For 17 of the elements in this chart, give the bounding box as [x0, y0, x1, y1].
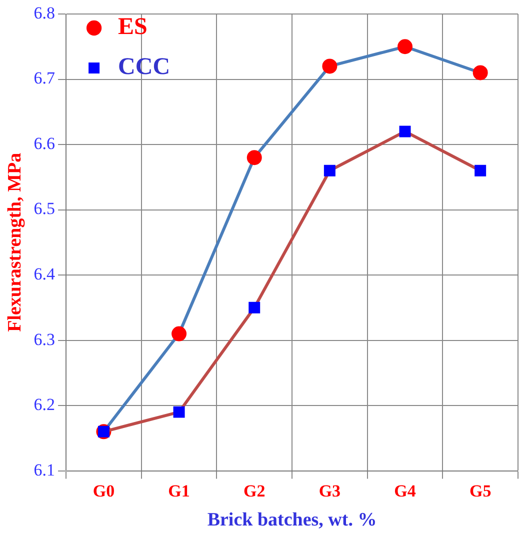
x-tick-label: G5	[469, 481, 492, 500]
x-tick-label: G0	[92, 481, 115, 500]
x-axis-title: Brick batches, wt. %	[207, 510, 377, 531]
y-tick-label: 6.3	[34, 330, 56, 349]
y-axis-title: Flexurastrength, MPa	[4, 152, 26, 332]
y-tick-label: 6.7	[34, 68, 56, 88]
y-tick-label: 6.1	[34, 460, 56, 480]
y-tick-label: 6.2	[34, 395, 56, 414]
legend-label: ES	[118, 14, 148, 40]
y-tick-label: 6.6	[34, 134, 56, 153]
x-tick-label: G2	[243, 481, 266, 500]
x-tick-label: G1	[168, 481, 190, 500]
y-tick-label: 6.4	[34, 264, 56, 284]
y-tick-label: 6.8	[34, 3, 56, 22]
x-tick-label: G4	[394, 481, 416, 500]
y-tick-label: 6.5	[34, 199, 56, 218]
x-tick-label: G3	[318, 481, 341, 500]
